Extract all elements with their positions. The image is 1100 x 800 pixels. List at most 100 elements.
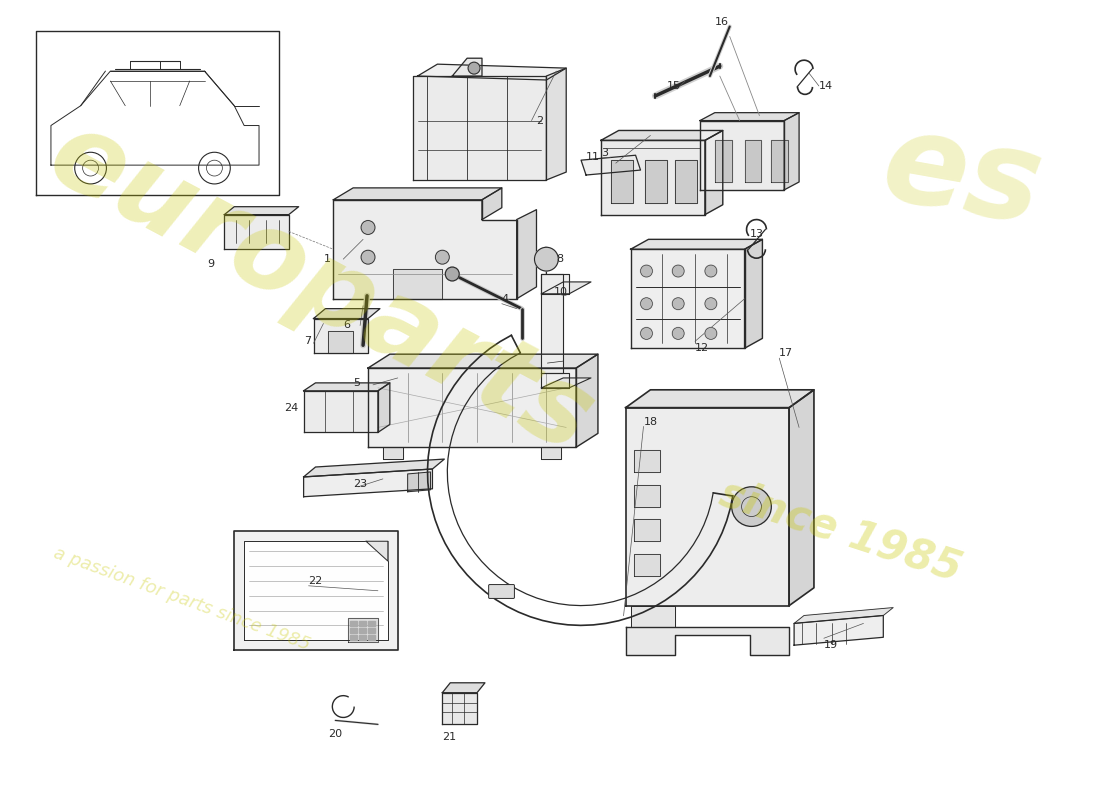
Polygon shape (630, 606, 675, 627)
Text: 14: 14 (818, 81, 833, 91)
Polygon shape (789, 390, 814, 606)
Polygon shape (626, 627, 789, 655)
Polygon shape (634, 554, 660, 576)
Polygon shape (794, 607, 893, 623)
Polygon shape (610, 160, 632, 202)
Polygon shape (329, 331, 353, 353)
Text: since 1985: since 1985 (715, 472, 968, 590)
Polygon shape (244, 542, 388, 640)
Polygon shape (418, 64, 566, 80)
Text: 17: 17 (779, 348, 793, 358)
Text: 16: 16 (715, 17, 729, 26)
Bar (350, 634, 358, 640)
Polygon shape (630, 239, 762, 250)
Circle shape (705, 298, 717, 310)
Polygon shape (771, 140, 789, 182)
Text: 18: 18 (644, 418, 658, 427)
Polygon shape (601, 130, 723, 140)
Polygon shape (304, 383, 389, 391)
Polygon shape (784, 113, 799, 190)
Polygon shape (576, 354, 598, 447)
Polygon shape (794, 615, 883, 645)
Polygon shape (314, 318, 369, 353)
Polygon shape (541, 378, 591, 388)
Circle shape (705, 265, 717, 277)
Text: 23: 23 (353, 479, 367, 489)
Polygon shape (482, 188, 502, 219)
Circle shape (446, 267, 459, 281)
Text: 3: 3 (601, 148, 608, 158)
Text: 6: 6 (343, 321, 350, 330)
Polygon shape (304, 391, 378, 432)
Polygon shape (349, 618, 378, 642)
Circle shape (672, 327, 684, 339)
Circle shape (705, 327, 717, 339)
Polygon shape (541, 274, 563, 373)
Polygon shape (745, 140, 761, 182)
Circle shape (361, 250, 375, 264)
Bar (350, 621, 358, 626)
Text: 21: 21 (442, 732, 456, 742)
Polygon shape (412, 76, 547, 180)
Polygon shape (715, 140, 732, 182)
Text: 7: 7 (304, 336, 310, 346)
Polygon shape (675, 160, 697, 202)
Polygon shape (634, 519, 660, 542)
Circle shape (469, 62, 480, 74)
Text: 1: 1 (323, 254, 330, 264)
Polygon shape (224, 206, 299, 214)
Text: 20: 20 (329, 730, 342, 739)
Polygon shape (224, 214, 289, 250)
Text: 12: 12 (695, 343, 710, 354)
Polygon shape (630, 250, 745, 348)
Circle shape (732, 487, 771, 526)
Bar (368, 621, 375, 626)
Circle shape (672, 298, 684, 310)
Polygon shape (333, 188, 502, 200)
Text: 2: 2 (537, 115, 543, 126)
Polygon shape (234, 531, 398, 650)
Polygon shape (378, 383, 389, 432)
Bar (350, 628, 358, 634)
Polygon shape (626, 408, 789, 606)
Circle shape (640, 298, 652, 310)
Polygon shape (442, 683, 485, 693)
Circle shape (535, 247, 559, 271)
Circle shape (672, 265, 684, 277)
Bar (368, 634, 375, 640)
Text: 10: 10 (554, 287, 569, 297)
Polygon shape (541, 373, 569, 388)
Polygon shape (383, 447, 403, 459)
Text: 5: 5 (353, 378, 360, 388)
Polygon shape (745, 239, 762, 348)
Polygon shape (408, 472, 430, 492)
Text: 8: 8 (557, 254, 563, 264)
Text: 24: 24 (284, 402, 298, 413)
Polygon shape (705, 130, 723, 214)
Text: es: es (873, 104, 1052, 250)
Polygon shape (304, 469, 432, 497)
Polygon shape (634, 485, 660, 506)
Polygon shape (368, 368, 576, 447)
Polygon shape (517, 210, 537, 298)
Polygon shape (541, 274, 569, 294)
Circle shape (640, 327, 652, 339)
Bar (359, 628, 366, 634)
Text: 19: 19 (824, 640, 838, 650)
Text: 15: 15 (668, 81, 681, 91)
Polygon shape (581, 155, 640, 175)
Polygon shape (442, 693, 477, 724)
Polygon shape (393, 269, 442, 298)
Circle shape (436, 250, 449, 264)
Circle shape (640, 265, 652, 277)
Polygon shape (452, 58, 482, 76)
Bar (368, 628, 375, 634)
Text: 9: 9 (208, 259, 214, 269)
Polygon shape (634, 450, 660, 472)
Polygon shape (601, 140, 705, 214)
Text: europarts: europarts (31, 100, 609, 475)
Bar (359, 634, 366, 640)
Polygon shape (304, 459, 444, 477)
Polygon shape (700, 121, 784, 190)
Polygon shape (547, 68, 567, 180)
